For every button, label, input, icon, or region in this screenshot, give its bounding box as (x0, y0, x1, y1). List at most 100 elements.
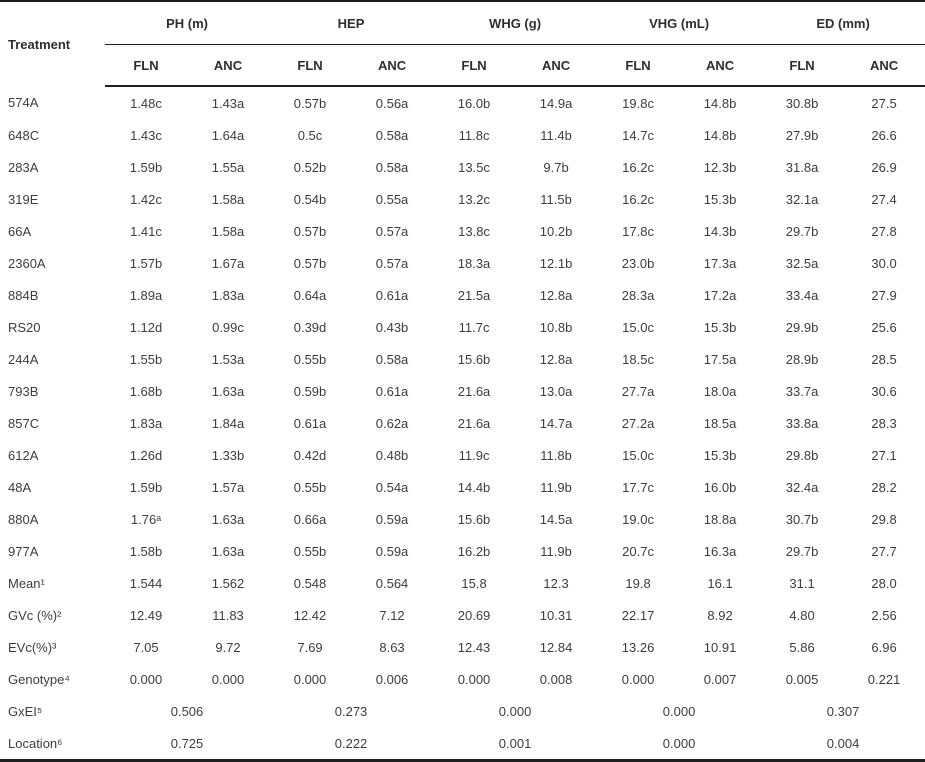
data-cell: 15.3b (703, 447, 737, 463)
data-cell: 0.54b (293, 191, 327, 207)
sub-header: FLN (105, 44, 187, 87)
data-cell: 7.05 (133, 639, 159, 655)
table-row: 48A 1.59b 1.57a 0.55b 0.54a 14.4b 11.9b 17.7c 16… (0, 471, 925, 503)
sub-header: FLN (433, 44, 516, 87)
data-cell: 0.48b (375, 447, 409, 463)
data-cell: 30.8b (785, 95, 819, 111)
data-cell: 1.53a (211, 351, 245, 367)
data-cell: 0.55b (293, 543, 327, 559)
data-cell: 15.0c (622, 447, 654, 463)
data-cell: 18.5c (622, 351, 654, 367)
data-cell: 27.5 (871, 95, 897, 111)
data-cell: 21.6a (457, 415, 491, 431)
row-label: 66A (8, 223, 32, 239)
data-cell-merged: 0.273 (334, 703, 368, 719)
group-header-ph: PH (m) (105, 1, 270, 45)
data-cell: 27.1 (871, 447, 897, 463)
row-label: GxEI⁵ (8, 703, 43, 719)
data-cell: 11.9b (540, 543, 572, 559)
data-cell: 1.57b (129, 255, 163, 271)
data-cell: 4.80 (789, 607, 815, 623)
row-label: 319E (8, 191, 39, 207)
data-cell: 0.55b (293, 351, 327, 367)
sub-header: ANC (351, 44, 434, 87)
table-row: 283A 1.59b 1.55a 0.52b 0.58a 13.5c 9.7b 16.2c 12… (0, 151, 925, 183)
data-cell: 13.8c (458, 223, 490, 239)
data-cell: 0.548 (293, 575, 327, 591)
data-cell: 0.55a (375, 191, 409, 207)
data-cell: 16.2c (622, 159, 654, 175)
data-cell: 16.3a (703, 543, 737, 559)
table-row: 612A 1.26d 1.33b 0.42d 0.48b 11.9c 11.8b 15.0c 1… (0, 439, 925, 471)
table-row: 880A 1.76ᵃ 1.63a 0.66a 0.59a 15.6b 14.5a 19.0c 1… (0, 503, 925, 535)
data-cell-merged: 0.004 (826, 735, 860, 751)
data-cell: 0.58a (375, 351, 409, 367)
data-cell: 1.67a (211, 255, 245, 271)
data-cell: 1.83a (211, 287, 245, 303)
data-cell: 8.92 (707, 607, 733, 623)
data-cell: 15.8 (461, 575, 487, 591)
data-cell: 33.8a (785, 415, 819, 431)
treatment-column-header: Treatment (8, 36, 71, 52)
data-cell: 27.7 (871, 543, 897, 559)
table-row: 648C 1.43c 1.64a 0.5c 0.58a 11.8c 11.4b 14.7c 14… (0, 119, 925, 151)
data-cell: 1.544 (129, 575, 163, 591)
data-cell: 15.3b (703, 319, 737, 335)
data-cell: 29.8b (785, 447, 819, 463)
data-cell: 20.69 (457, 607, 491, 623)
group-header-row: Treatment PH (m) HEP WHG (g) VHG (mL) ED… (0, 1, 925, 52)
data-cell: 0.57a (375, 255, 409, 271)
data-cell: 0.54a (375, 479, 409, 495)
data-cell: 1.42c (130, 191, 162, 207)
data-cell: 30.6 (871, 383, 897, 399)
row-label: 2360A (8, 255, 46, 271)
data-cell: 11.8b (540, 447, 572, 463)
data-cell: 14.9a (539, 95, 573, 111)
data-cell: 0.66a (293, 511, 327, 527)
data-cell: 1.41c (130, 223, 162, 239)
data-cell: 15.6b (457, 511, 491, 527)
data-cell: 6.96 (871, 639, 897, 655)
data-cell: 0.59a (375, 543, 409, 559)
sub-header: FLN (597, 44, 680, 87)
data-cell: 1.59b (129, 479, 163, 495)
data-cell: 1.84a (211, 415, 245, 431)
data-cell: 27.7a (621, 383, 655, 399)
data-cell: 0.221 (867, 671, 901, 687)
data-cell: 28.0 (871, 575, 897, 591)
data-cell: 27.4 (871, 191, 897, 207)
data-cell: 11.4b (540, 127, 572, 143)
data-cell: 14.7a (539, 415, 573, 431)
data-cell: 11.9c (458, 447, 490, 463)
data-cell: 1.63a (211, 383, 245, 399)
data-cell: 0.57a (375, 223, 409, 239)
data-cell: 12.3b (703, 159, 737, 175)
data-cell: 5.86 (789, 639, 815, 655)
data-cell: 26.9 (871, 159, 897, 175)
row-label: 612A (8, 447, 39, 463)
data-cell: 31.1 (789, 575, 815, 591)
data-cell: 0.61a (375, 287, 409, 303)
sub-header: ANC (187, 44, 270, 87)
data-cell: 32.5a (785, 255, 819, 271)
data-cell: 13.0a (539, 383, 573, 399)
data-cell: 18.8a (703, 511, 737, 527)
data-cell: 0.000 (621, 671, 655, 687)
data-cell: 0.43b (375, 319, 409, 335)
data-cell: 12.42 (293, 607, 327, 623)
data-cell: 16.2b (457, 543, 491, 559)
data-cell: 0.008 (539, 671, 573, 687)
data-cell: 19.8 (625, 575, 651, 591)
data-cell: 0.52b (293, 159, 327, 175)
data-cell: 14.8b (703, 95, 737, 111)
data-cell-merged: 0.506 (170, 703, 204, 719)
table-row: 884B 1.89a 1.83a 0.64a 0.61a 21.5a 12.8a 28.3a 1… (0, 279, 925, 311)
data-cell: 0.000 (129, 671, 163, 687)
row-label: GVc (%)² (8, 607, 62, 623)
data-cell: 29.7b (785, 223, 819, 239)
data-cell: 1.43c (130, 127, 162, 143)
data-cell: 1.76ᵃ (130, 511, 162, 527)
data-cell: 26.6 (871, 127, 897, 143)
table-row: GVc (%)² 12.49 11.83 12.42 7.12 20.69 10.31 22.… (0, 599, 925, 631)
